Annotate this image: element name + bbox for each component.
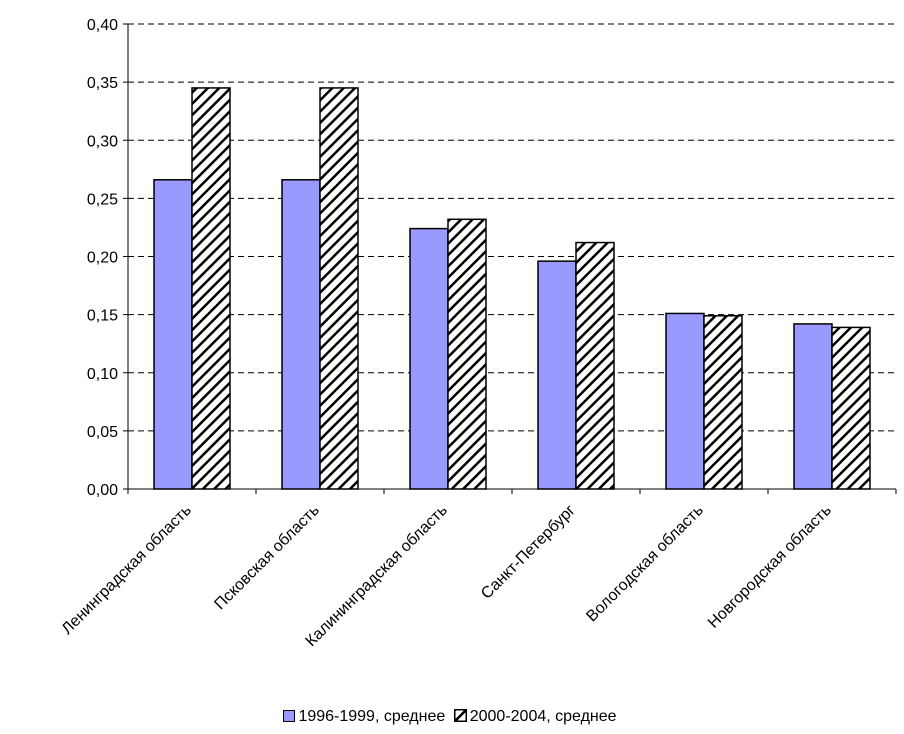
bar-series-2: [831, 326, 871, 490]
y-tick-label: 0,35: [87, 75, 118, 92]
bar-series-1: [665, 312, 705, 490]
x-tick-label: Вологодская область: [583, 502, 706, 625]
bar-series-1: [793, 323, 833, 490]
legend-label-series-2: 2000-2004, среднее: [469, 708, 617, 725]
x-tick-label: Санкт-Петербург: [478, 502, 579, 603]
y-tick-label: 0,25: [87, 191, 118, 208]
legend-swatch-series-2: [453, 709, 467, 722]
y-tick-label: 0,30: [87, 133, 118, 150]
x-tick-label: Ленинградская область: [59, 502, 195, 638]
gridlines: [128, 23, 896, 432]
legend-label-series-1: 1996-1999, среднее: [298, 708, 446, 725]
x-tick-label: Новгородская область: [705, 502, 835, 632]
x-tick-label: Калининградская область: [303, 502, 451, 650]
bar-series-1: [409, 227, 449, 490]
bar-chart: 0,00 0,05 0,10 0,15 0,20 0,25 0,30 0,35 0,40 Лени…: [59, 17, 897, 650]
y-tick-label: 0,05: [87, 424, 118, 441]
bar-series-2: [447, 218, 487, 490]
legend-item-series-1: 1996-1999, среднее: [283, 708, 449, 726]
y-tick-label: 0,20: [87, 250, 118, 267]
bars: [153, 87, 871, 490]
y-tick-label: 0,10: [87, 366, 118, 383]
legend-item-series-2: 2000-2004, среднее: [453, 708, 621, 726]
y-tick-label: 0,00: [87, 482, 118, 499]
bar-series-1: [153, 179, 193, 490]
bar-series-1: [537, 260, 577, 490]
legend-swatch-series-1: [283, 710, 296, 722]
bar-series-2: [703, 315, 743, 490]
bar-series-1: [281, 179, 321, 490]
y-tick-label: 0,15: [87, 308, 118, 325]
y-tick-label: 0,40: [87, 17, 118, 34]
bar-series-2: [319, 87, 359, 490]
x-tick-label: Псковская область: [211, 502, 322, 613]
legend: 1996-1999, среднее 2000-2004, среднее: [0, 708, 904, 726]
bar-series-2: [575, 241, 615, 490]
bar-series-2: [191, 87, 231, 490]
